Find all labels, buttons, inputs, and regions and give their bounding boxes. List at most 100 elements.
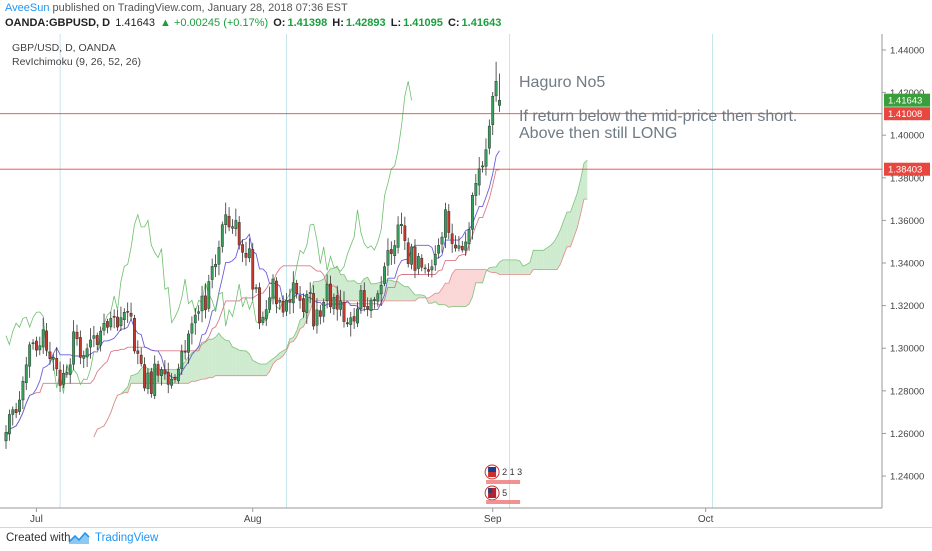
chart-area[interactable]: 1.24000 1.26000 1.28000 1.30000 1.32000 1.340… — [0, 34, 932, 527]
candle-body — [41, 329, 45, 348]
candle-body — [241, 244, 244, 253]
candle-body — [481, 165, 484, 168]
candle-body — [352, 316, 356, 322]
candle-body — [278, 300, 282, 303]
candle-body — [464, 241, 468, 251]
ohlc-bar: OANDA:GBPUSD, D 1.41643 ▲ +0.00245 (+0.1… — [5, 17, 503, 29]
cloud-segment — [239, 350, 243, 376]
candle-body — [325, 283, 329, 302]
candle-body — [498, 99, 501, 106]
last-price: 1.41643 — [115, 17, 155, 29]
cloud-segment — [418, 294, 422, 298]
cloud-segment — [573, 193, 578, 238]
candle-body — [38, 345, 42, 351]
cloud-segment — [269, 358, 274, 372]
candle-body — [48, 351, 52, 359]
candle-body — [82, 355, 86, 359]
candle-body — [129, 312, 133, 317]
candle-body — [484, 149, 488, 167]
price-badge-label: 1.41643 — [888, 96, 922, 107]
candle-body — [281, 301, 285, 313]
candle-body — [200, 295, 204, 312]
candle-body — [18, 399, 21, 412]
candle-body — [109, 318, 113, 328]
event-flag-gb-label: 2 1 3 — [502, 467, 522, 477]
candle-body — [258, 287, 261, 323]
candle-body — [396, 224, 400, 248]
author-link[interactable]: AveeSun — [5, 2, 50, 14]
annotation-line-2[interactable]: Above then still LONG — [519, 125, 678, 142]
cloud-segment — [215, 333, 219, 376]
cloud-segment — [347, 281, 351, 301]
event-flag-us-label: 5 — [502, 488, 507, 498]
cloud-segment — [252, 360, 257, 376]
candle-body — [217, 247, 221, 265]
cloud-segment — [540, 250, 544, 270]
candle-body — [362, 290, 366, 307]
candle-body — [231, 226, 234, 229]
cloud-segment — [442, 283, 446, 305]
candle-body — [423, 267, 427, 270]
candle-body — [295, 282, 299, 295]
cloud-segment — [506, 259, 510, 275]
price-badge-label: 1.38403 — [888, 165, 922, 176]
plot-background — [0, 34, 882, 508]
annotation-title[interactable]: Haguro No5 — [519, 74, 606, 91]
cloud-segment — [513, 259, 517, 275]
low-value: 1.41095 — [403, 17, 443, 29]
candle-body — [349, 317, 353, 325]
chart-title: GBP/USD, D, OANDA — [12, 42, 116, 54]
candle-body — [126, 311, 130, 313]
candle-body — [285, 300, 288, 312]
candle-body — [339, 300, 343, 310]
cloud-segment — [567, 212, 571, 247]
cloud-segment — [560, 220, 564, 265]
candle-body — [487, 125, 491, 149]
price-chart[interactable]: 1.24000 1.26000 1.28000 1.30000 1.32000 1.340… — [0, 34, 932, 527]
candle-body — [166, 371, 170, 385]
cloud-segment — [256, 362, 260, 376]
candle-body — [214, 264, 217, 268]
candle-body — [271, 278, 275, 299]
tradingview-logo-icon[interactable] — [68, 530, 90, 546]
cloud-segment — [472, 269, 476, 298]
cloud-segment — [475, 269, 480, 283]
cloud-segment — [465, 269, 470, 307]
candle-body — [220, 224, 224, 247]
candle-body — [204, 295, 207, 311]
candle-body — [210, 266, 214, 280]
candle-body — [403, 225, 407, 241]
cloud-segment — [208, 339, 213, 378]
candle-body — [28, 344, 32, 367]
candle-body — [95, 335, 99, 345]
cloud-segment — [509, 259, 513, 275]
close-label: C: — [447, 17, 460, 29]
candle-body — [383, 266, 386, 284]
candle-body — [315, 309, 319, 326]
candle-body — [444, 209, 447, 238]
cloud-segment — [229, 340, 233, 376]
candle-body — [190, 323, 194, 334]
cloud-segment — [570, 202, 574, 247]
candle-body — [379, 284, 383, 295]
annotation-line-1[interactable]: If return below the mid-price then short… — [519, 108, 798, 125]
senkou-span-a-line — [93, 159, 588, 438]
price-change: ▲ +0.00245 (+0.17%) — [160, 17, 269, 29]
time-tick-label: Jul — [30, 514, 43, 525]
candle-body — [153, 363, 157, 396]
tradingview-link[interactable]: TradingView — [95, 532, 159, 544]
candle-body — [102, 323, 106, 331]
cloud-segment — [469, 269, 473, 305]
candle-body — [416, 256, 420, 269]
open-label: O: — [273, 17, 286, 29]
line-price-badge: 1.41008 — [884, 107, 930, 121]
time-tick-label: Oct — [698, 514, 714, 525]
event-flag-gb: 2 1 3 — [484, 464, 522, 484]
cloud-segment — [316, 280, 321, 301]
price-tick-label: 1.44000 — [890, 45, 924, 56]
cloud-segment — [553, 236, 557, 270]
candle-body — [119, 317, 123, 327]
candle-body — [420, 257, 424, 268]
close-value: 1.41643 — [461, 17, 502, 29]
indicator-legend[interactable]: RevIchimoku (9, 26, 52, 26) — [12, 56, 141, 68]
